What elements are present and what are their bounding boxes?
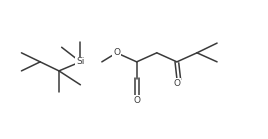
Text: O: O [173,79,180,88]
Text: Si: Si [76,57,85,66]
Text: O: O [113,48,120,57]
Text: O: O [133,96,140,105]
